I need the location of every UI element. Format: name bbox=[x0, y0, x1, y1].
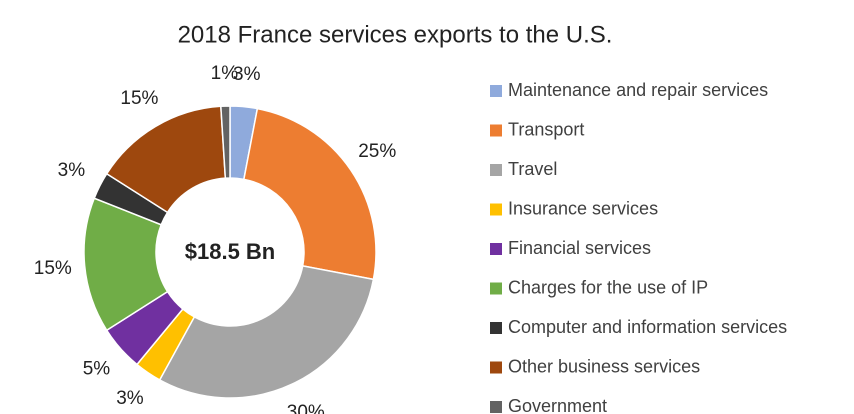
legend-swatch bbox=[490, 164, 502, 176]
legend-label: Insurance services bbox=[508, 198, 658, 218]
legend-swatch bbox=[490, 203, 502, 216]
donut-slice bbox=[158, 264, 375, 399]
legend-label: Other business services bbox=[508, 356, 700, 376]
legend-label: Travel bbox=[508, 159, 557, 179]
legend-swatch bbox=[490, 322, 502, 334]
data-label: 3% bbox=[58, 160, 86, 181]
legend-swatch bbox=[490, 85, 502, 97]
legend-swatch bbox=[490, 124, 502, 137]
legend-label: Transport bbox=[508, 119, 584, 139]
legend-swatch bbox=[490, 401, 502, 413]
data-label: 5% bbox=[83, 359, 111, 380]
data-label: 1% bbox=[211, 63, 239, 84]
donut-slice bbox=[242, 107, 377, 281]
data-label: 25% bbox=[358, 141, 396, 162]
data-label: 15% bbox=[34, 258, 72, 279]
legend-label: Maintenance and repair services bbox=[508, 80, 768, 100]
data-label: 3% bbox=[233, 64, 261, 85]
legend-label: Computer and information services bbox=[508, 317, 787, 337]
chart-title: 2018 France services exports to the U.S. bbox=[178, 21, 613, 48]
legend-label: Charges for the use of IP bbox=[508, 277, 708, 297]
legend-label: Financial services bbox=[508, 238, 651, 258]
legend-swatch bbox=[490, 282, 502, 295]
data-label: 15% bbox=[120, 88, 158, 109]
center-label: $18.5 Bn bbox=[185, 239, 276, 264]
legend-swatch bbox=[490, 243, 502, 255]
data-label: 30% bbox=[287, 402, 325, 414]
donut-slice bbox=[220, 105, 231, 179]
data-label: 3% bbox=[116, 388, 144, 409]
legend-label: Government bbox=[508, 396, 607, 414]
legend-swatch bbox=[490, 361, 502, 374]
